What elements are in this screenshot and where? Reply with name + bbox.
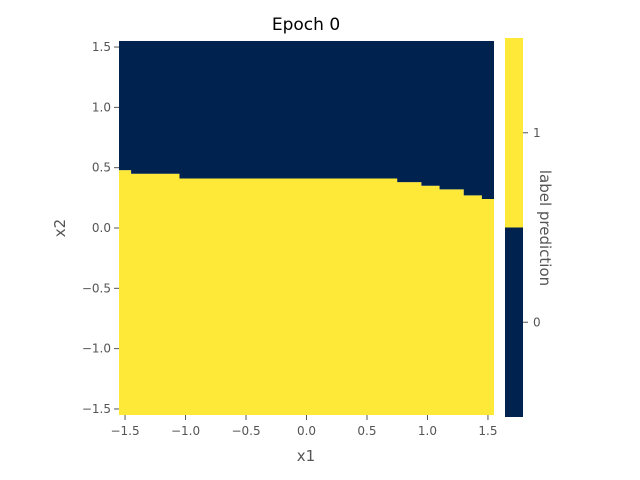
- colorbar-tick-label: 0: [533, 315, 541, 329]
- colorbar-segment-0: [505, 227, 523, 417]
- y-axis: −1.5 −1.0 −0.5 0.0 0.5 1.0 1.5: [82, 40, 119, 416]
- region-label-0: [119, 41, 494, 200]
- x-tick-label: 0.5: [357, 424, 376, 438]
- x-tick-label: 1.5: [478, 424, 497, 438]
- y-tick-label: 0.5: [92, 161, 111, 175]
- x-axis: −1.5 −1.0 −0.5 0.0 0.5 1.0 1.5: [110, 415, 497, 438]
- colorbar-segment-1: [505, 38, 523, 228]
- colorbar: 01: [505, 38, 541, 417]
- x-tick-label: −0.5: [231, 424, 260, 438]
- plot-area: [119, 41, 494, 415]
- x-tick-label: 0.0: [297, 424, 316, 438]
- y-axis-label: x2: [51, 219, 69, 237]
- y-tick-label: −0.5: [82, 281, 111, 295]
- x-tick-label: −1.0: [171, 424, 200, 438]
- y-tick-label: 1.0: [92, 100, 111, 114]
- x-tick-label: −1.5: [110, 424, 139, 438]
- y-tick-label: 0.0: [92, 221, 111, 235]
- chart-title: Epoch 0: [272, 15, 340, 35]
- colorbar-tick-label: 1: [533, 126, 541, 140]
- y-tick-label: 1.5: [92, 40, 111, 54]
- region-label-1: [119, 170, 494, 415]
- x-axis-label: x1: [297, 447, 315, 465]
- colorbar-label: label prediction: [536, 170, 554, 286]
- x-tick-label: 1.0: [418, 424, 437, 438]
- y-tick-label: −1.5: [82, 402, 111, 416]
- y-tick-label: −1.0: [82, 342, 111, 356]
